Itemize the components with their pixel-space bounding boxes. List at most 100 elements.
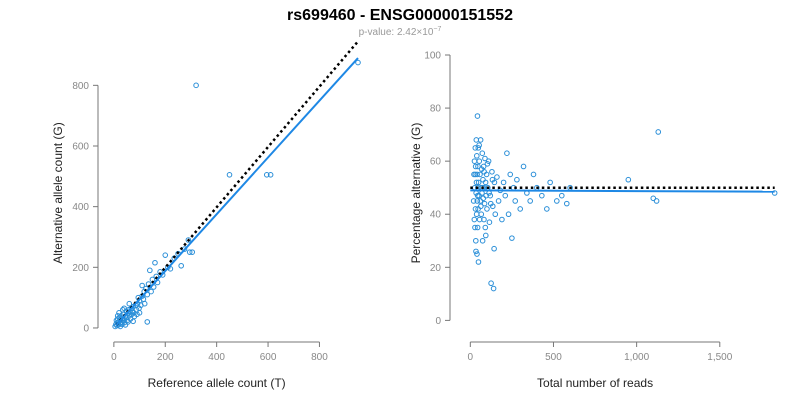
data-point xyxy=(474,153,480,159)
y-tick-label: 800 xyxy=(72,81,89,92)
data-point xyxy=(473,248,479,255)
data-point xyxy=(520,163,527,170)
data-point xyxy=(509,235,515,241)
data-point xyxy=(193,82,199,89)
fit-line xyxy=(470,189,775,193)
x-tick-label: 1,500 xyxy=(707,352,732,363)
y-tick-label: 600 xyxy=(72,141,89,152)
data-point xyxy=(558,192,565,199)
data-point xyxy=(474,224,481,231)
data-point xyxy=(484,161,491,167)
data-point xyxy=(489,168,495,175)
data-point xyxy=(122,322,129,328)
y-tick-label: 100 xyxy=(424,51,441,62)
data-point xyxy=(480,163,487,170)
data-point xyxy=(114,313,121,319)
data-point xyxy=(505,211,512,218)
data-point xyxy=(475,145,482,151)
data-point xyxy=(476,142,482,149)
data-point xyxy=(121,305,127,312)
data-point xyxy=(472,145,479,151)
data-point xyxy=(475,179,482,186)
data-point xyxy=(471,216,478,223)
scatter-panel-percentage: 0 500 1,000 1,500 0 20 40 60 80 100 Total number o… xyxy=(409,51,778,390)
data-point xyxy=(116,310,122,316)
data-point xyxy=(650,195,657,202)
data-point xyxy=(474,192,481,199)
data-point xyxy=(625,176,632,183)
data-point xyxy=(147,267,153,274)
data-point xyxy=(499,216,505,223)
data-point xyxy=(126,300,133,307)
data-point xyxy=(474,198,481,204)
x-tick-label: 0 xyxy=(468,352,474,363)
data-point xyxy=(267,172,274,178)
data-point xyxy=(544,206,550,212)
data-point xyxy=(480,195,487,202)
data-point xyxy=(479,237,486,244)
x-tick-label: 800 xyxy=(311,352,328,363)
x-tick-label: 400 xyxy=(208,352,225,363)
y-tick-label: 60 xyxy=(430,157,442,168)
data-point xyxy=(488,280,494,287)
chart-subtitle: p-value: 2.42×10−7 xyxy=(359,26,442,38)
data-point xyxy=(117,323,124,330)
data-point xyxy=(136,310,143,316)
data-point xyxy=(120,306,126,313)
data-point xyxy=(487,200,494,207)
chart-title: rs699460 - ENSG00000151552 xyxy=(287,7,513,24)
data-point xyxy=(178,262,184,269)
data-point xyxy=(514,176,520,183)
data-point xyxy=(144,319,151,325)
data-point xyxy=(512,198,519,204)
data-point xyxy=(139,282,145,289)
data-point xyxy=(226,172,233,178)
y-tick-label: 200 xyxy=(72,263,89,274)
data-point xyxy=(481,200,488,207)
data-point xyxy=(480,176,486,183)
data-point xyxy=(475,163,481,170)
data-point xyxy=(472,163,479,170)
data-point xyxy=(547,179,553,186)
data-point xyxy=(482,232,489,239)
data-point xyxy=(470,198,477,204)
data-point xyxy=(507,171,514,178)
data-point xyxy=(517,206,524,212)
data-point xyxy=(486,219,493,225)
data-point xyxy=(473,237,479,244)
reference-line xyxy=(115,40,359,326)
fit-line xyxy=(115,57,359,326)
data-point xyxy=(485,158,492,164)
y-tick-label: 0 xyxy=(83,323,89,334)
data-point xyxy=(263,172,270,178)
x-tick-label: 500 xyxy=(545,352,562,363)
data-point xyxy=(489,176,496,183)
data-point xyxy=(484,206,490,212)
data-point xyxy=(473,211,480,218)
y-tick-label: 20 xyxy=(430,263,442,274)
data-point xyxy=(355,59,361,66)
data-point xyxy=(477,198,484,204)
data-point xyxy=(152,259,158,266)
data-point xyxy=(504,150,510,156)
data-point xyxy=(487,192,494,199)
x-tick-label: 600 xyxy=(260,352,277,363)
data-point xyxy=(492,211,499,218)
x-axis-label: Total number of reads xyxy=(537,376,653,390)
data-point xyxy=(563,200,570,207)
subtitle-exponent: −7 xyxy=(433,26,441,33)
data-point xyxy=(473,179,480,186)
data-point xyxy=(474,251,480,257)
data-point xyxy=(491,245,497,252)
x-tick-label: 1,000 xyxy=(624,352,649,363)
subtitle-prefix: p-value: 2.42×10 xyxy=(359,27,434,38)
data-point xyxy=(186,249,193,255)
y-axis-label: Percentage alternative (G) xyxy=(409,123,423,264)
data-point xyxy=(500,179,507,186)
data-point xyxy=(482,179,489,186)
y-tick-label: 0 xyxy=(435,316,441,327)
data-point xyxy=(490,285,497,292)
data-point xyxy=(185,237,192,243)
data-point xyxy=(481,216,487,223)
